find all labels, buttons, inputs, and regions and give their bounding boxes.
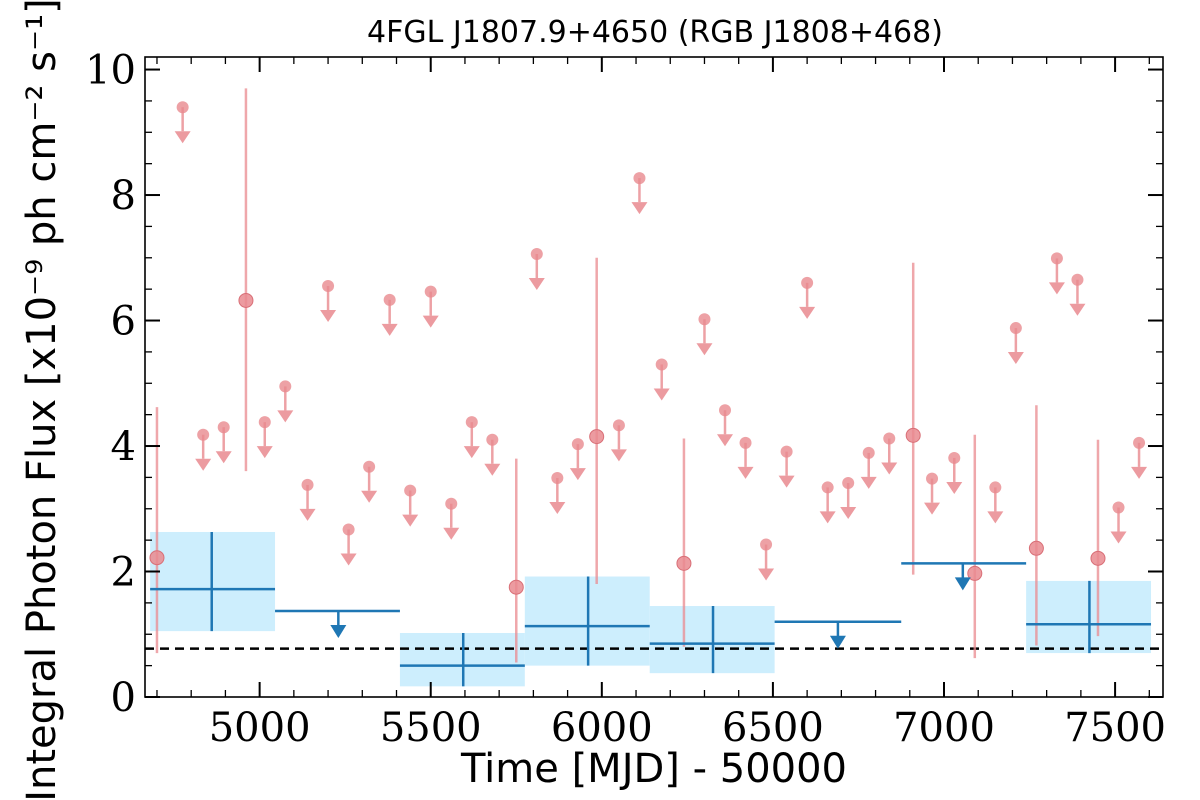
long-bin-upper-limit-arrow	[829, 635, 846, 649]
x-tick-labels: 5000 5500 6000 6500 7000 7500	[209, 705, 1166, 751]
x-tick-label: 7000	[893, 705, 995, 751]
short-bin-upper-limit-arrow	[484, 463, 501, 476]
short-bin-point	[508, 579, 524, 595]
short-bin-upper-limit-arrow	[946, 481, 963, 494]
y-tick-label: 8	[111, 173, 136, 219]
short-bin-upper-limit-arrow	[569, 468, 586, 481]
short-bin-upper-limit-arrow	[422, 315, 439, 328]
short-bin-upper-limit-arrow	[299, 508, 316, 521]
short-bin-upper-limit-arrow	[1110, 531, 1127, 544]
short-bin-upper-limit-arrow	[819, 511, 836, 524]
short-bin-upper-limit-arrow	[610, 449, 627, 462]
short-bin-upper-limit-arrow	[717, 434, 734, 447]
short-bin-upper-limit-arrow	[840, 507, 857, 520]
short-bin-upper-limit-arrow	[463, 446, 480, 459]
short-bin-upper-limit-arrow	[320, 310, 337, 323]
short-bin-point	[905, 427, 921, 443]
short-bin-upper-limit-arrow	[340, 553, 357, 566]
short-bin-upper-limit-arrow	[256, 446, 273, 459]
x-tick-label: 7500	[1064, 705, 1166, 751]
short-bin-upper-limit-arrow	[174, 131, 191, 144]
axis-ticks	[145, 57, 1163, 698]
short-bin-upper-limit-arrow	[758, 568, 775, 581]
short-bin-upper-limit-arrow	[549, 502, 566, 515]
short-bin-point	[1028, 540, 1044, 556]
y-tick-label: 0	[111, 675, 136, 721]
x-tick-label: 5000	[209, 705, 311, 751]
y-tick-labels: 0 2 4 6 8 10	[85, 48, 136, 721]
short-bin-series	[149, 88, 1148, 663]
chart-title: 4FGL J1807.9+4650 (RGB J1808+468)	[367, 15, 943, 50]
plot-background	[145, 57, 1163, 697]
short-bin-upper-limit-arrow	[924, 502, 941, 515]
short-bin-upper-limit-arrow	[653, 388, 670, 401]
short-bin-point	[149, 550, 165, 566]
plot-area	[144, 56, 1164, 698]
short-bin-upper-limit-arrow	[1048, 282, 1065, 295]
short-bin-upper-limit-arrow	[361, 490, 378, 503]
short-bin-upper-limit-arrow	[1069, 303, 1086, 316]
short-bin-upper-limit-arrow	[631, 202, 648, 215]
short-bin-point	[676, 555, 692, 571]
y-tick-label: 4	[111, 424, 136, 470]
x-tick-label: 6500	[722, 705, 824, 751]
short-bin-upper-limit-arrow	[860, 476, 877, 489]
long-bin-upper-limit-arrow	[330, 625, 347, 639]
short-bin-upper-limit-arrow	[402, 514, 419, 527]
short-bin-upper-limit-arrow	[277, 410, 294, 423]
short-bin-upper-limit-arrow	[799, 306, 816, 319]
y-tick-label: 2	[111, 550, 136, 596]
short-bin-upper-limit-arrow	[215, 451, 232, 464]
short-bin-upper-limit-arrow	[987, 511, 1004, 524]
short-bin-upper-limit-arrow	[881, 462, 898, 475]
short-bin-upper-limit-arrow	[778, 475, 795, 488]
short-bin-point	[238, 292, 254, 308]
short-bin-upper-limit-arrow	[381, 323, 398, 336]
short-bin-upper-limit-arrow	[1007, 352, 1024, 365]
y-axis-label: Integral Photon Flux [x10⁻⁹ ph cm⁻² s⁻¹]	[19, 0, 65, 800]
x-tick-label: 5500	[380, 705, 482, 751]
short-bin-point	[589, 429, 605, 445]
short-bin-upper-limit-arrow	[528, 278, 545, 291]
short-bin-upper-limit-arrow	[1131, 466, 1148, 479]
short-bin-upper-limit-arrow	[696, 343, 713, 356]
short-bin-upper-limit-arrow	[737, 466, 754, 479]
long-bin-upper-limit-arrow	[954, 577, 971, 591]
plot-frame	[144, 56, 1164, 698]
short-bin-upper-limit-marker	[1112, 501, 1125, 514]
x-axis-label: Time [MJD] - 50000	[460, 746, 847, 792]
x-tick-label: 6000	[551, 705, 653, 751]
y-tick-label: 6	[111, 299, 136, 345]
y-tick-label: 10	[85, 48, 136, 94]
long-bin-series	[150, 531, 1152, 687]
short-bin-point	[967, 565, 983, 581]
short-bin-upper-limit-arrow	[195, 458, 212, 471]
short-bin-upper-limit-arrow	[443, 527, 460, 540]
short-bin-point	[1090, 550, 1106, 566]
short-bin-upper-limit-marker	[530, 248, 543, 261]
